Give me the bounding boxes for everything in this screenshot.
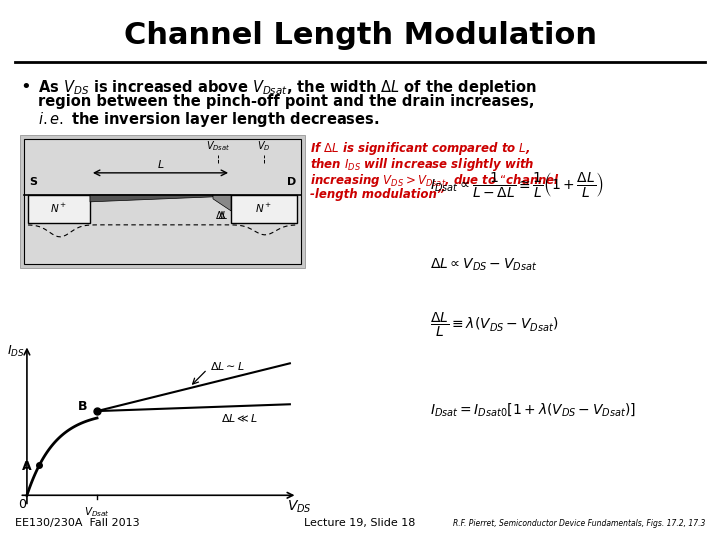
Text: $V_D$: $V_D$ — [257, 139, 271, 153]
Text: 0: 0 — [18, 498, 26, 511]
Text: A: A — [22, 460, 32, 472]
Text: Channel Length Modulation: Channel Length Modulation — [124, 21, 596, 50]
Text: Lecture 19, Slide 18: Lecture 19, Slide 18 — [305, 518, 415, 528]
Bar — [231, 195, 297, 223]
Text: If $\Delta L$ is significant compared to $L$,: If $\Delta L$ is significant compared to… — [310, 140, 531, 157]
Text: $\dfrac{\Delta L}{L} \equiv \lambda(V_{DS} - V_{Dsat})$: $\dfrac{\Delta L}{L} \equiv \lambda(V_{D… — [430, 311, 559, 339]
Text: $V_{Dsat}$: $V_{Dsat}$ — [206, 139, 230, 153]
Text: $\Delta L \ll L$: $\Delta L \ll L$ — [221, 412, 258, 424]
Polygon shape — [213, 195, 231, 211]
Bar — [28, 195, 90, 223]
Text: $I_{Dsat} \propto \dfrac{1}{L-\Delta L} \cong \dfrac{1}{L}\left(1+\dfrac{\Delta : $I_{Dsat} \propto \dfrac{1}{L-\Delta L} … — [430, 171, 604, 199]
Text: R.F. Pierret, Semiconductor Device Fundamentals, Figs. 17.2, 17.3: R.F. Pierret, Semiconductor Device Funda… — [453, 519, 705, 528]
Text: $L$: $L$ — [157, 158, 164, 170]
Bar — [20, 135, 305, 268]
Text: $N^+$: $N^+$ — [256, 202, 273, 215]
Text: $V_{DS}$: $V_{DS}$ — [287, 498, 312, 515]
Text: As $V_{DS}$ is increased above $V_{Dsat}$, the width $\Delta L$ of the depletion: As $V_{DS}$ is increased above $V_{Dsat}… — [38, 78, 537, 97]
Text: D: D — [287, 177, 297, 187]
Bar — [24, 139, 301, 264]
Text: $\Delta L \propto V_{DS} - V_{Dsat}$: $\Delta L \propto V_{DS} - V_{Dsat}$ — [430, 257, 537, 273]
Text: then $I_{DS}$ will increase slightly with: then $I_{DS}$ will increase slightly wit… — [310, 156, 534, 173]
Text: EE130/230A  Fall 2013: EE130/230A Fall 2013 — [15, 518, 140, 528]
Text: $N^+$: $N^+$ — [50, 202, 68, 215]
Text: •: • — [20, 78, 31, 96]
Text: region between the pinch-off point and the drain increases,: region between the pinch-off point and t… — [38, 94, 534, 109]
Polygon shape — [90, 195, 213, 202]
Text: $V_{Dsat}$: $V_{Dsat}$ — [84, 505, 110, 519]
Text: $\Delta L$: $\Delta L$ — [215, 209, 229, 221]
Text: $\Delta L \sim L$: $\Delta L \sim L$ — [210, 360, 245, 372]
Text: $i.e.$ the inversion layer length decreases.: $i.e.$ the inversion layer length decrea… — [38, 110, 379, 129]
Text: increasing $V_{DS}$$>$$V_{Dsat}$, due to “channel: increasing $V_{DS}$$>$$V_{Dsat}$, due to… — [310, 172, 560, 189]
Text: -length modulation”: -length modulation” — [310, 188, 444, 201]
Text: $I_{DS}$: $I_{DS}$ — [6, 344, 24, 359]
Text: B: B — [78, 400, 87, 413]
Text: $I_{Dsat} = I_{Dsat0}\left[1 + \lambda(V_{DS} - V_{Dsat})\right]$: $I_{Dsat} = I_{Dsat0}\left[1 + \lambda(V… — [430, 402, 636, 418]
Text: S: S — [29, 177, 37, 187]
